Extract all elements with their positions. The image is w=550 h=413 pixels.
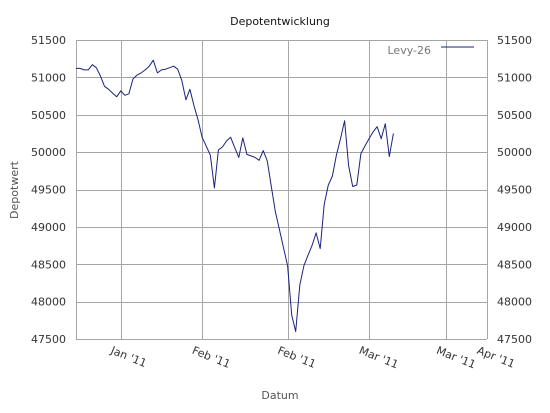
x-tick-label: Apr '11: [475, 344, 517, 371]
series-group: [76, 59, 394, 332]
y-tick-label-left: 51500: [31, 34, 66, 47]
y-tick-label-left: 47500: [31, 333, 66, 346]
y-tick-label-left: 48500: [31, 258, 66, 271]
y-tick-label-left: 48000: [31, 296, 66, 309]
x-tick-label: Mar '11: [434, 344, 477, 372]
y-tick-label-right: 50000: [497, 146, 532, 159]
grid-lines: [76, 40, 488, 340]
y-tick-label-left: 50500: [31, 109, 66, 122]
y-tick-label-right: 51000: [497, 71, 532, 84]
y-axis-right-ticks: 47500 48000 48500 49000 49500 50000 50500 51000…: [497, 34, 532, 346]
y-tick-label-left: 50000: [31, 146, 66, 159]
y-tick-label-left: 49000: [31, 221, 66, 234]
y-tick-label-left: 49500: [31, 184, 66, 197]
x-axis-label: Datum: [261, 389, 298, 402]
y-tick-label-right: 49000: [497, 221, 532, 234]
series-line: [76, 59, 394, 332]
y-tick-label-right: 50500: [497, 109, 532, 122]
legend-label: Levy-26: [388, 44, 432, 57]
y-axis-left-ticks: 47500 48000 48500 49000 49500 50000 50500 51000…: [31, 34, 66, 346]
x-tick-label: Feb '11: [190, 344, 232, 371]
y-tick-label-right: 48000: [497, 296, 532, 309]
x-tick-label: Feb '11: [276, 344, 318, 371]
legend: Levy-26: [388, 44, 474, 57]
y-axis-label: Depotwert: [8, 160, 21, 219]
x-tick-label: Mar '11: [357, 344, 400, 372]
y-tick-label-right: 49500: [497, 184, 532, 197]
y-tick-label-right: 47500: [497, 333, 532, 346]
y-tick-label-right: 51500: [497, 34, 532, 47]
y-tick-label-right: 48500: [497, 258, 532, 271]
y-tick-label-left: 51000: [31, 71, 66, 84]
x-tick-label: Jan '11: [108, 344, 149, 370]
chart-title: Depotentwicklung: [230, 15, 330, 28]
